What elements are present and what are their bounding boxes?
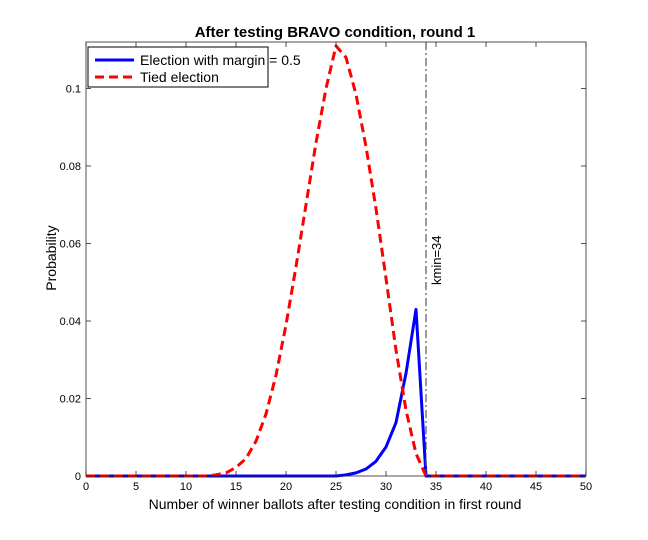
y-tick-label: 0.06 — [60, 239, 81, 251]
kmin-label: kmin=34 — [429, 236, 444, 286]
x-axis-label: Number of winner ballots after testing c… — [149, 496, 522, 512]
y-tick-label: 0.02 — [60, 394, 81, 406]
y-tick-label: 0.1 — [66, 84, 81, 96]
x-tick-label: 10 — [180, 481, 192, 493]
y-axis-label: Probability — [43, 225, 59, 290]
y-tick-label: 0.04 — [60, 316, 81, 328]
x-tick-label: 40 — [480, 481, 492, 493]
x-tick-label: 30 — [380, 481, 392, 493]
x-tick-label: 50 — [580, 481, 592, 493]
x-tick-label: 0 — [83, 481, 89, 493]
x-tick-label: 15 — [230, 481, 242, 493]
kmin-line-group: kmin=34 — [425, 42, 444, 476]
x-tick-label: 25 — [330, 481, 342, 493]
x-tick-label: 5 — [133, 481, 139, 493]
y-tick-label: 0 — [75, 471, 81, 483]
tick-labels: 0 5 10 15 20 25 30 35 40 45 50 0 0.02 0.04 0.06 0.08 0.1 — [60, 42, 592, 493]
legend-label-tied: Tied election — [140, 69, 219, 85]
legend-label-margin: Election with margin = 0.5 — [140, 52, 301, 68]
x-tick-label: 20 — [280, 481, 292, 493]
legend-box — [87, 46, 269, 88]
legend: Election with margin = 0.5 Tied election — [87, 46, 301, 88]
y-tick-label: 0.08 — [60, 161, 81, 173]
x-tick-label: 45 — [530, 481, 542, 493]
chart-title: After testing BRAVO condition, round 1 — [195, 24, 476, 41]
plot-background — [86, 42, 586, 476]
x-tick-label: 35 — [430, 481, 442, 493]
plot-area — [86, 42, 586, 476]
